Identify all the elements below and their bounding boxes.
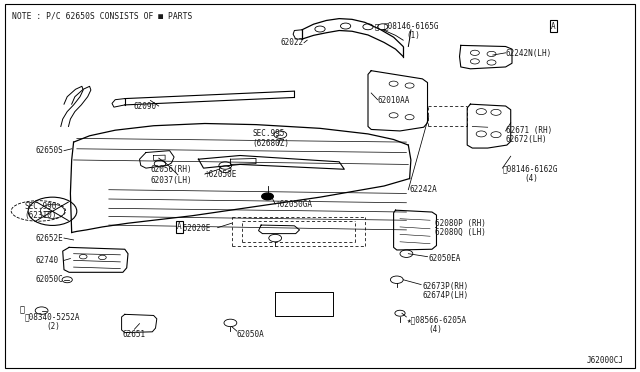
Text: Ⓑ08146-6162G: Ⓑ08146-6162G xyxy=(502,165,558,174)
Text: ★Ⓢ08566-6205A: ★Ⓢ08566-6205A xyxy=(406,315,467,324)
Text: 62056(RH): 62056(RH) xyxy=(150,165,192,174)
Text: A: A xyxy=(177,222,182,231)
Text: (62310): (62310) xyxy=(24,211,57,220)
Text: 62050EA: 62050EA xyxy=(429,254,461,263)
Text: SEC.990: SEC.990 xyxy=(24,202,57,211)
Text: ☥62020E: ☥62020E xyxy=(179,224,211,233)
Text: 62242A: 62242A xyxy=(410,185,437,194)
Text: 62674P(LH): 62674P(LH) xyxy=(422,291,468,300)
Text: 62010AA: 62010AA xyxy=(378,96,410,105)
Text: NOTE : P/C 62650S CONSISTS OF ■ PARTS: NOTE : P/C 62650S CONSISTS OF ■ PARTS xyxy=(12,12,192,21)
Text: A: A xyxy=(551,22,556,31)
Text: SEC.995: SEC.995 xyxy=(253,129,285,138)
Text: 62740: 62740 xyxy=(35,256,58,265)
Text: Ⓢ08340-5252A: Ⓢ08340-5252A xyxy=(24,312,80,321)
Text: (1): (1) xyxy=(406,31,420,40)
Text: 62652E: 62652E xyxy=(35,234,63,243)
Text: (2): (2) xyxy=(46,322,60,331)
Circle shape xyxy=(262,193,273,200)
Text: 62050C: 62050C xyxy=(35,275,63,284)
Text: (4): (4) xyxy=(525,174,539,183)
Text: 62080Q (LH): 62080Q (LH) xyxy=(435,228,486,237)
Text: 62673P(RH): 62673P(RH) xyxy=(422,282,468,291)
Text: Ⓢ: Ⓢ xyxy=(20,305,25,314)
Text: J62000CJ: J62000CJ xyxy=(587,356,624,365)
Text: 62037(LH): 62037(LH) xyxy=(150,176,192,185)
Text: Ⓢ: Ⓢ xyxy=(374,23,378,30)
Text: 62080P (RH): 62080P (RH) xyxy=(435,219,486,228)
Text: ☥62050E: ☥62050E xyxy=(205,170,237,179)
Text: 62022: 62022 xyxy=(281,38,304,47)
Text: (62680Z): (62680Z) xyxy=(253,139,290,148)
Text: 62650S: 62650S xyxy=(35,146,63,155)
Text: 62651: 62651 xyxy=(123,330,146,339)
Text: 62050A: 62050A xyxy=(237,330,264,339)
Text: (4): (4) xyxy=(429,325,443,334)
Text: ☥62050GA: ☥62050GA xyxy=(275,200,312,209)
Text: 62242N(LH): 62242N(LH) xyxy=(506,49,552,58)
Text: 62672(LH): 62672(LH) xyxy=(506,135,547,144)
Text: 62671 (RH): 62671 (RH) xyxy=(506,126,552,135)
Text: 62090: 62090 xyxy=(134,102,157,110)
Text: Ⓢ08146-6165G: Ⓢ08146-6165G xyxy=(384,22,440,31)
